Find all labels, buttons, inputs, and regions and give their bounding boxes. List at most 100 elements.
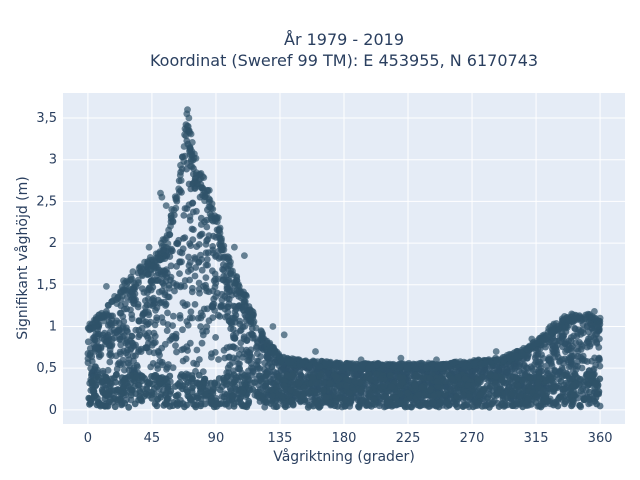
data-point [392,394,400,402]
data-point [416,402,424,410]
data-point [346,389,354,397]
data-point [536,358,544,366]
data-point [170,312,177,320]
data-point [132,326,140,334]
data-point [165,281,173,289]
data-point [218,296,226,304]
outlier-point [568,310,575,318]
x-axis-ticks: 0 45 90 135 180 225 270 315 360 [84,431,613,446]
data-point [404,389,411,397]
data-point [214,381,222,389]
data-point [205,186,213,194]
data-point [117,341,125,349]
data-point [157,255,165,263]
data-point [305,389,313,396]
data-point [158,314,166,321]
data-point [249,308,257,316]
data-point [316,403,324,410]
data-point [460,391,467,399]
data-point [179,326,186,334]
data-point [403,364,411,372]
data-point [237,339,245,347]
data-point [449,375,457,382]
data-point [158,358,166,366]
data-point [130,342,138,350]
data-point [428,360,436,367]
outlier-point [145,243,153,251]
data-point [189,208,197,216]
data-point [220,393,228,401]
data-point [567,337,575,345]
data-point [181,282,188,290]
data-point [187,396,195,404]
data-point [272,403,280,411]
data-point [163,232,171,239]
data-point [287,386,294,394]
outlier-point [397,354,405,362]
data-point [198,230,206,238]
data-point [471,360,478,367]
data-point [95,311,103,319]
data-point [332,373,340,381]
data-point [456,358,464,366]
data-point [426,374,434,382]
x-tick-label: 135 [268,431,293,446]
data-point [180,235,187,242]
data-point [116,395,124,403]
data-point [101,391,109,398]
data-point [486,383,494,390]
data-point [229,343,237,351]
data-point [221,401,229,408]
data-point [167,262,175,270]
data-point [472,366,479,374]
data-point [104,402,112,410]
data-points [84,106,604,411]
data-point [209,385,217,393]
data-point [251,379,259,386]
data-point [187,242,195,250]
data-point [208,353,215,361]
data-point [576,339,583,346]
data-point [161,340,169,348]
data-point [230,279,238,287]
data-point [106,328,114,336]
data-point [132,281,140,288]
y-tick-label: 2 [49,236,57,251]
data-point [181,374,189,382]
data-point [209,287,217,295]
data-point [270,368,278,376]
data-point [139,373,147,381]
data-point [294,390,301,398]
data-point [587,320,595,328]
data-point [84,338,92,346]
data-point [230,403,238,410]
data-point [346,399,354,407]
data-point [194,180,201,188]
data-point [309,402,317,410]
data-point [249,368,257,376]
data-point [377,375,384,382]
data-point [112,378,119,386]
data-point [157,239,165,247]
x-tick-label: 180 [332,431,357,446]
data-point [179,245,187,253]
outlier-point [433,356,440,364]
data-point [358,386,365,394]
data-point [181,302,189,309]
data-point [513,375,520,382]
data-point [197,251,204,259]
data-point [322,394,330,402]
data-point [188,388,196,395]
data-point [233,273,241,280]
data-point [365,365,373,372]
data-point [167,387,175,395]
y-tick-label: 3,5 [36,111,57,126]
data-point [159,267,167,275]
data-point [516,392,524,400]
data-point [226,385,234,393]
data-point [596,356,603,364]
data-point [198,266,206,274]
data-point [520,362,528,370]
data-point [187,308,195,316]
